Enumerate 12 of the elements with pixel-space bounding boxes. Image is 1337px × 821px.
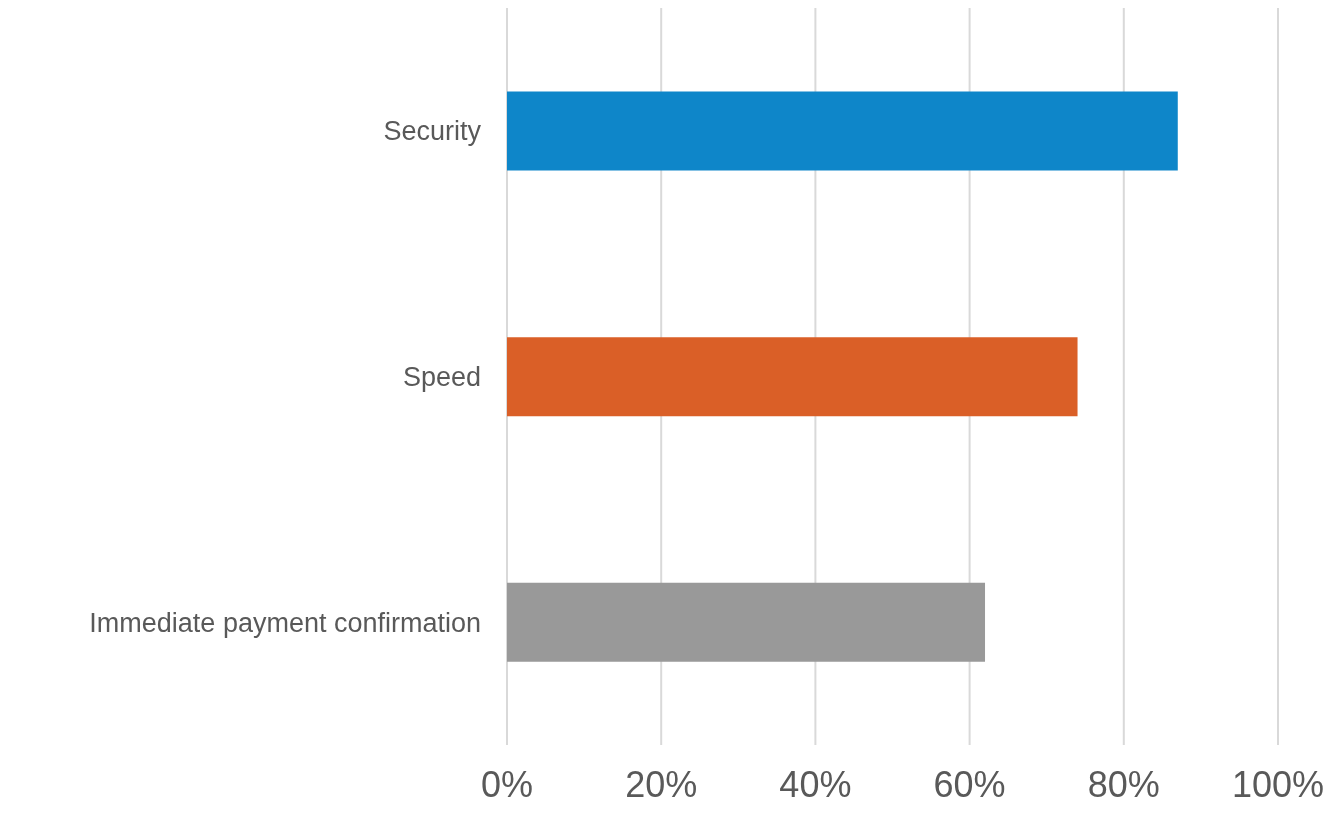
bar: [507, 337, 1078, 417]
y-tick-label: Speed: [402, 362, 481, 393]
x-tick-label: 20%: [625, 763, 698, 805]
x-tick-label: 100%: [1231, 763, 1325, 805]
y-tick-label: Immediate payment confirmation: [89, 607, 481, 638]
x-tick-label: 0%: [480, 763, 534, 805]
y-tick-label: Security: [383, 116, 482, 147]
bar: [507, 91, 1178, 171]
x-tick-label: 40%: [779, 763, 852, 805]
bar: [507, 582, 986, 662]
x-tick-label: 80%: [1087, 763, 1160, 805]
x-tick-label: 60%: [933, 763, 1006, 805]
